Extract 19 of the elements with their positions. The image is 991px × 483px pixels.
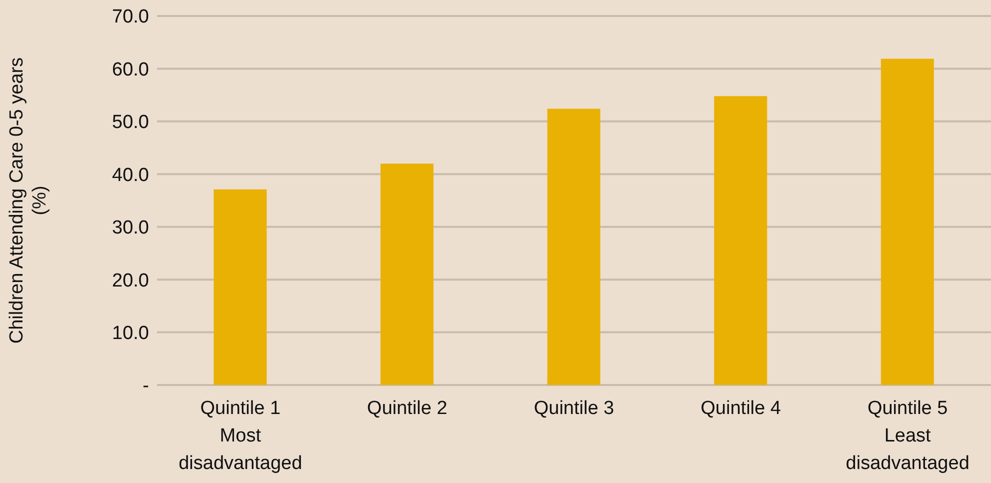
y-tick-label: 50.0	[112, 112, 149, 134]
x-tick-label: Quintile 1 Most disadvantaged	[178, 398, 302, 474]
x-tick-label: Quintile 2	[367, 398, 448, 420]
bar	[880, 58, 934, 385]
y-tick-label: 70.0	[112, 6, 149, 28]
y-tick-label: 10.0	[112, 323, 149, 344]
y-axis-title: Children Attending Care 0-5 years (%)	[6, 57, 50, 344]
bar	[714, 96, 768, 385]
y-tick-label: 30.0	[112, 218, 149, 239]
y-tick-label: 20.0	[112, 270, 149, 292]
x-tick-label: Quintile 4	[700, 398, 782, 420]
x-tick-label: Quintile 5 Least disadvantaged	[846, 398, 970, 474]
bar	[214, 189, 267, 385]
y-tick-label: 60.0	[112, 59, 149, 80]
bar	[380, 164, 434, 385]
bar	[547, 108, 600, 385]
x-tick-label: Quintile 3	[534, 398, 614, 420]
y-tick-label: -	[142, 376, 149, 397]
y-tick-label: 40.0	[112, 164, 149, 186]
